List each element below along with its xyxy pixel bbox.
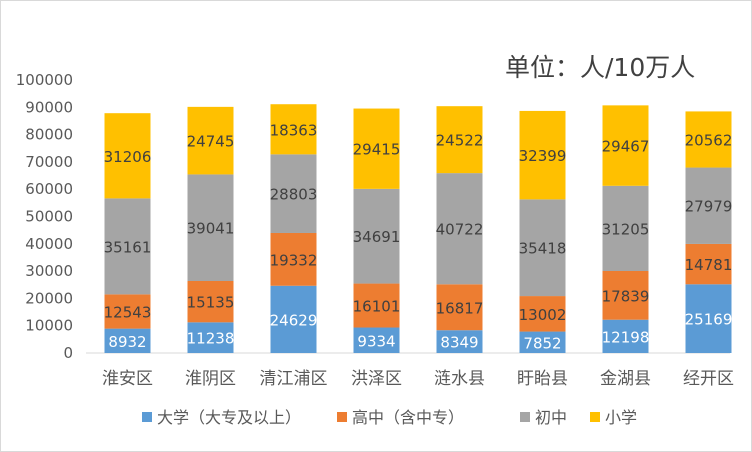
y-tick-label: 10000 <box>25 317 73 335</box>
x-tick-label: 经开区 <box>683 369 734 389</box>
bar-segment <box>519 110 566 200</box>
data-label: 12543 <box>104 303 152 321</box>
bar-segment <box>270 232 317 286</box>
legend-swatch <box>520 412 530 422</box>
x-tick-label: 洪泽区 <box>351 369 402 389</box>
data-label: 31205 <box>602 220 650 238</box>
legend-swatch <box>337 412 347 422</box>
data-label: 32399 <box>519 147 567 165</box>
data-label: 12198 <box>602 328 650 346</box>
bar-segment <box>436 106 483 174</box>
data-label: 13002 <box>519 306 567 324</box>
x-tick-label: 涟水县 <box>434 369 485 389</box>
data-label: 15135 <box>187 294 235 312</box>
data-label: 18363 <box>270 121 318 139</box>
x-tick-label: 金湖县 <box>600 369 651 389</box>
y-tick-label: 20000 <box>25 289 73 307</box>
data-label: 27979 <box>685 198 733 216</box>
bar-segment <box>519 199 566 297</box>
y-tick-label: 80000 <box>25 126 73 144</box>
data-label: 28803 <box>270 186 318 204</box>
bar-segment <box>602 185 649 271</box>
bar-segment <box>602 270 649 320</box>
y-tick-label: 50000 <box>25 208 73 226</box>
y-tick-label: 60000 <box>25 180 73 198</box>
bar-segment <box>104 198 151 295</box>
bar-segment <box>436 284 483 331</box>
data-label: 11238 <box>187 330 235 348</box>
y-tick-label: 30000 <box>25 262 73 280</box>
bar-segment <box>353 188 400 284</box>
bar-segment <box>602 319 649 353</box>
y-tick-label: 100000 <box>16 71 73 89</box>
x-tick-label: 淮安区 <box>102 369 153 389</box>
data-label: 8932 <box>108 333 146 351</box>
bar-segment <box>104 113 151 199</box>
x-tick-label: 盱眙县 <box>517 369 568 389</box>
x-tick-label: 淮阴区 <box>185 369 236 389</box>
data-label: 29415 <box>353 141 401 159</box>
bar-segment <box>270 104 317 155</box>
data-label: 35161 <box>104 238 152 256</box>
y-tick-label: 40000 <box>25 235 73 253</box>
x-tick-label: 清江浦区 <box>260 369 328 389</box>
bar-segment <box>104 328 151 353</box>
data-label: 24629 <box>270 311 318 329</box>
bar-segment <box>353 283 400 328</box>
legend-label: 初中 <box>535 408 567 427</box>
legend-swatch <box>142 412 152 422</box>
data-label: 40722 <box>436 221 484 239</box>
data-label: 16101 <box>353 298 401 316</box>
data-label: 39041 <box>187 220 235 238</box>
bar-segment <box>685 167 732 244</box>
legend: 大学（大专及以上） 高中（含中专） 初中 小学 <box>142 408 637 427</box>
unit-label: 单位：人/10万人 <box>505 53 696 82</box>
bar-segment <box>270 285 317 353</box>
data-label: 35418 <box>519 240 567 258</box>
bars-layer <box>104 104 732 353</box>
data-label: 25169 <box>685 311 733 329</box>
bar-segment <box>685 243 732 285</box>
bar-segment <box>187 281 234 323</box>
bar-segment <box>685 284 732 353</box>
bar-segment <box>104 294 151 329</box>
data-label: 7852 <box>523 334 561 352</box>
legend-swatch <box>590 412 600 422</box>
bar-segment <box>436 173 483 285</box>
data-label: 29467 <box>602 138 650 156</box>
data-label: 19332 <box>270 251 318 269</box>
y-tick-label: 70000 <box>25 153 73 171</box>
data-label: 8349 <box>440 334 478 352</box>
axis-layer: 0 10000 20000 30000 40000 50000 60000 70000 8000… <box>16 71 734 389</box>
bar-segment <box>187 174 234 282</box>
bar-segment <box>187 322 234 353</box>
bar-segment <box>519 331 566 353</box>
bar-segment <box>436 330 483 353</box>
bar-segment <box>353 327 400 353</box>
data-label: 20562 <box>685 131 733 149</box>
legend-label: 大学（大专及以上） <box>157 408 301 427</box>
y-tick-label: 90000 <box>25 98 73 116</box>
data-label: 31206 <box>104 148 152 166</box>
bar-segment <box>602 105 649 186</box>
bar-segment <box>685 111 732 168</box>
bar-segment <box>270 154 317 233</box>
legend-label: 小学 <box>605 408 637 427</box>
data-label: 24745 <box>187 133 235 151</box>
data-label: 17839 <box>602 287 650 305</box>
data-label: 14781 <box>685 256 733 274</box>
y-tick-label: 0 <box>63 344 73 362</box>
data-label: 9334 <box>357 332 395 350</box>
bar-segment <box>353 108 400 189</box>
data-label: 16817 <box>436 299 484 317</box>
bar-segment <box>519 296 566 332</box>
labels-layer: 8932 12543 35161 31206 11238 15135 39041 24745 2… <box>104 121 733 352</box>
data-label: 24522 <box>436 132 484 150</box>
legend-label: 高中（含中专） <box>352 408 464 427</box>
bar-segment <box>187 106 234 175</box>
data-label: 34691 <box>353 228 401 246</box>
